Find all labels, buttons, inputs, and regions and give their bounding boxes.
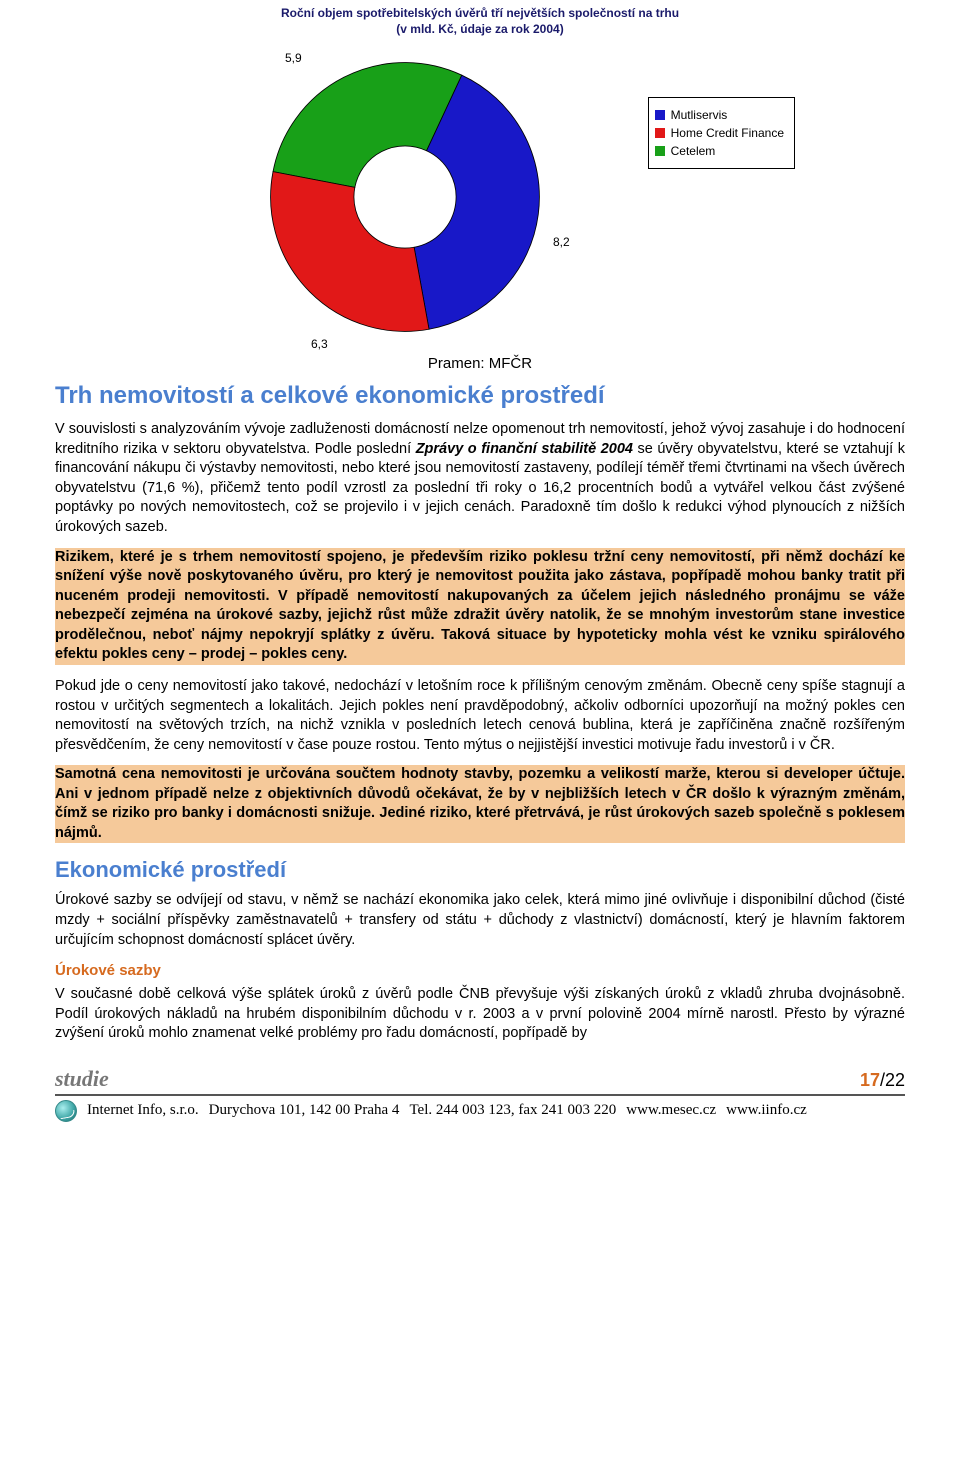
chart-data-label: 5,9	[285, 51, 302, 65]
page-current: 17	[860, 1070, 880, 1090]
legend-item: Mutliservis	[655, 108, 784, 122]
chart-data-label: 6,3	[311, 337, 328, 351]
heading-econ: Ekonomické prostředí	[55, 857, 905, 883]
studie-label: studie	[55, 1066, 109, 1092]
chart-source: Pramen: MFČR	[55, 355, 905, 372]
highlight-1: Rizikem, které je s trhem nemovitostí sp…	[55, 548, 905, 665]
paragraph-4: V současné době celková výše splátek úro…	[55, 985, 905, 1044]
legend-item: Cetelem	[655, 144, 784, 158]
legend-item: Home Credit Finance	[655, 126, 784, 140]
chart-legend: Mutliservis Home Credit Finance Cetelem	[648, 97, 795, 169]
paragraph-2: Pokud jde o ceny nemovitostí jako takové…	[55, 677, 905, 755]
legend-label: Home Credit Finance	[671, 126, 784, 140]
chart-title: Roční objem spotřebitelských úvěrů tří n…	[55, 0, 905, 37]
legend-swatch	[655, 128, 665, 138]
studie-row: studie 17/22	[55, 1066, 905, 1096]
page-number: 17/22	[860, 1070, 905, 1091]
highlight-2: Samotná cena nemovitosti je určována sou…	[55, 765, 905, 843]
chart-data-label: 8,2	[553, 235, 570, 249]
footer-site2: www.iinfo.cz	[726, 1102, 807, 1119]
legend-label: Cetelem	[671, 144, 716, 158]
heading-main: Trh nemovitostí a celkové ekonomické pro…	[55, 382, 905, 410]
donut-slice-cetelem	[273, 63, 462, 188]
paragraph-3: Úrokové sazby se odvíjejí od stavu, v ně…	[55, 891, 905, 950]
footer-address: Durychova 101, 142 00 Praha 4	[209, 1102, 400, 1119]
legend-swatch	[655, 110, 665, 120]
donut-slice-home-credit-finance	[271, 172, 429, 332]
donut-chart	[265, 57, 545, 337]
chart-title-line1: Roční objem spotřebitelských úvěrů tří n…	[281, 6, 679, 20]
legend-label: Mutliservis	[671, 108, 728, 122]
chart-body: Mutliservis Home Credit Finance Cetelem 5,…	[55, 37, 905, 347]
page-total: /22	[880, 1070, 905, 1090]
footer-phone: Tel. 244 003 123, fax 241 003 220	[409, 1102, 616, 1119]
footer-company: Internet Info, s.r.o.	[87, 1102, 199, 1119]
subheading-urok: Úrokové sazby	[55, 962, 905, 979]
paragraph-1: V souvislosti s analyzováním vývoje zadl…	[55, 420, 905, 537]
footer-site1: www.mesec.cz	[626, 1102, 716, 1119]
para1-italic: Zprávy o finanční stabilitě 2004	[416, 441, 633, 457]
footer: Internet Info, s.r.o. Durychova 101, 142…	[55, 1096, 905, 1132]
chart-title-line2: (v mld. Kč, údaje za rok 2004)	[396, 22, 563, 36]
footer-globe-icon	[55, 1100, 77, 1122]
chart-container: Roční objem spotřebitelských úvěrů tří n…	[55, 0, 905, 347]
legend-swatch	[655, 146, 665, 156]
